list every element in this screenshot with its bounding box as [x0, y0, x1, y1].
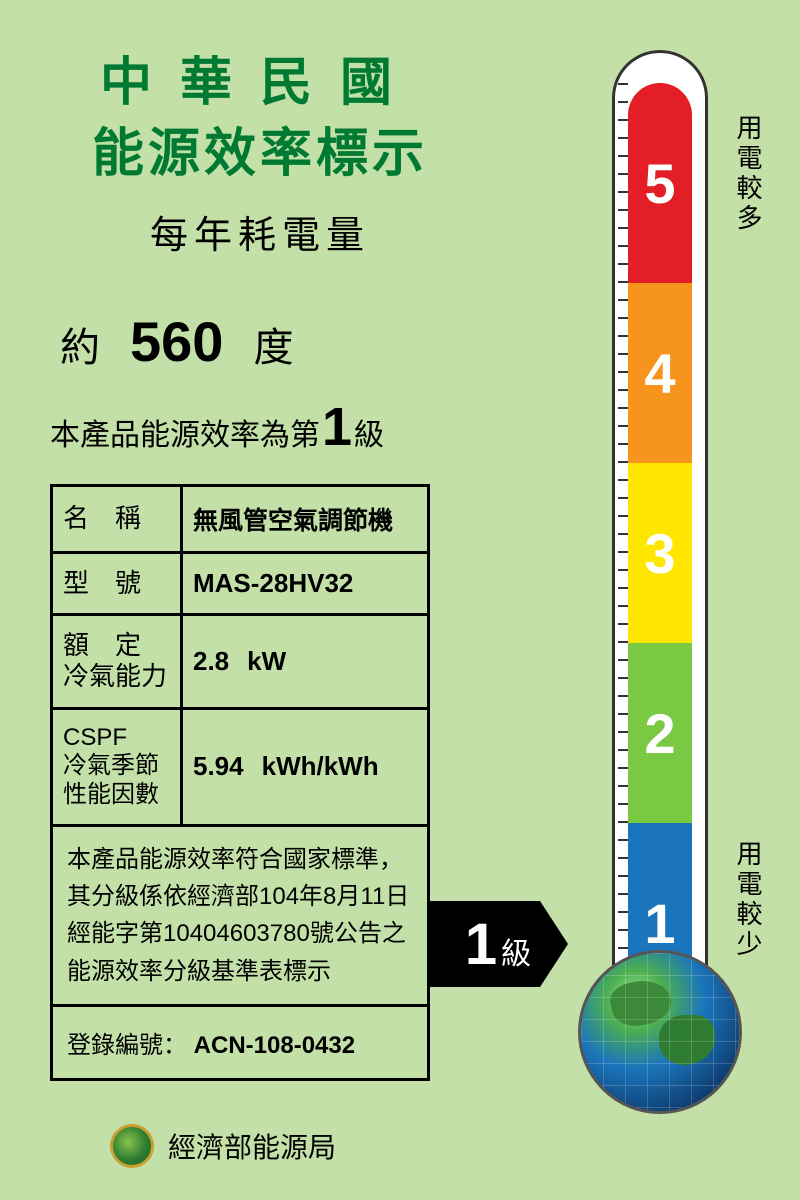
title-line-1: 中華民國 [40, 40, 480, 115]
registration-row: 登錄編號： ACN-108-0432 [53, 1007, 427, 1078]
segment-5: 5 [628, 83, 692, 283]
segment-2: 2 [628, 643, 692, 823]
row-value: MAS-28HV32 [183, 554, 427, 613]
table-row: 型 號 MAS-28HV32 [53, 554, 427, 616]
table-row: CSPF 冷氣季節 性能因數 5.94kWh/kWh [53, 710, 427, 827]
row-label: 額 定 冷氣能力 [53, 616, 183, 706]
reg-label: 登錄編號： [67, 1032, 187, 1059]
consumption-value: 560 [130, 309, 223, 374]
grade-tag: 1 級 [428, 901, 568, 987]
footer: 經濟部能源局 [110, 1124, 336, 1168]
row-value: 無風管空氣調節機 [183, 487, 427, 551]
grade-number: 1 [322, 396, 352, 458]
row-label: 名 稱 [53, 487, 183, 551]
row-value: 5.94kWh/kWh [183, 710, 427, 824]
grade-suffix: 級 [354, 410, 384, 454]
segment-4: 4 [628, 283, 692, 463]
label-less-power: 用電較少 [730, 840, 767, 960]
label-more-power: 用電較多 [730, 114, 767, 234]
footer-org: 經濟部能源局 [168, 1126, 336, 1166]
table-row: 額 定 冷氣能力 2.8kW [53, 616, 427, 709]
row-label: CSPF 冷氣季節 性能因數 [53, 710, 183, 824]
table-row: 名 稱 無風管空氣調節機 [53, 487, 427, 554]
header: 中華民國 能源效率標示 每年耗電量 [40, 0, 480, 259]
segment-3: 3 [628, 463, 692, 643]
compliance-note: 本產品能源效率符合國家標準，其分級係依經濟部104年8月11日經能字第10404… [53, 827, 427, 1007]
row-value: 2.8kW [183, 616, 427, 706]
consumption-unit: 度 [253, 315, 293, 373]
thermometer-tube: 5 4 3 2 1 [612, 50, 708, 1010]
consumption-prefix: 約 [60, 315, 100, 373]
spec-table: 名 稱 無風管空氣調節機 型 號 MAS-28HV32 額 定 冷氣能力 2.8… [50, 484, 430, 1081]
globe-icon [578, 950, 742, 1114]
tag-label: 級 [501, 929, 531, 973]
row-label: 型 號 [53, 554, 183, 613]
subtitle: 每年耗電量 [40, 204, 480, 259]
title-line-2: 能源效率標示 [40, 111, 480, 186]
bureau-logo-icon [110, 1124, 154, 1168]
grade-prefix: 本產品能源效率為第 [50, 410, 320, 454]
tag-number: 1 [465, 911, 497, 978]
reg-value: ACN-108-0432 [194, 1032, 355, 1059]
